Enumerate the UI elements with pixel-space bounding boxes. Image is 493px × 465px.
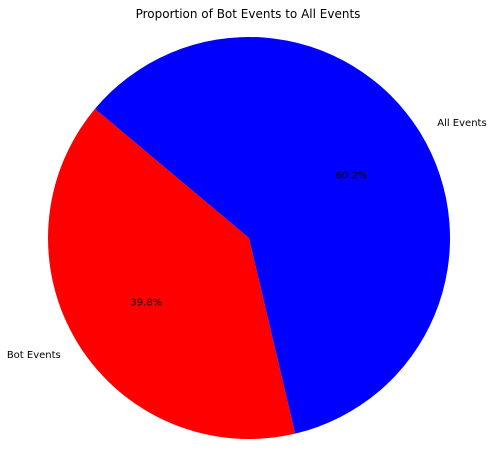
- pie-percent-all-events: 60.2%: [336, 171, 368, 182]
- pie-label-all-events: All Events: [437, 118, 486, 129]
- pie-labels: Bot Events 39.8% All Events 60.2%: [7, 118, 487, 361]
- pie-slice-all-events: [95, 37, 450, 434]
- pie-slice-bot-events: [47, 108, 296, 439]
- chart-title: Proportion of Bot Events to All Events: [136, 7, 361, 21]
- pie-percent-bot-events: 39.8%: [130, 297, 162, 308]
- pie-label-bot-events: Bot Events: [7, 350, 61, 361]
- pie-slices: [47, 37, 450, 439]
